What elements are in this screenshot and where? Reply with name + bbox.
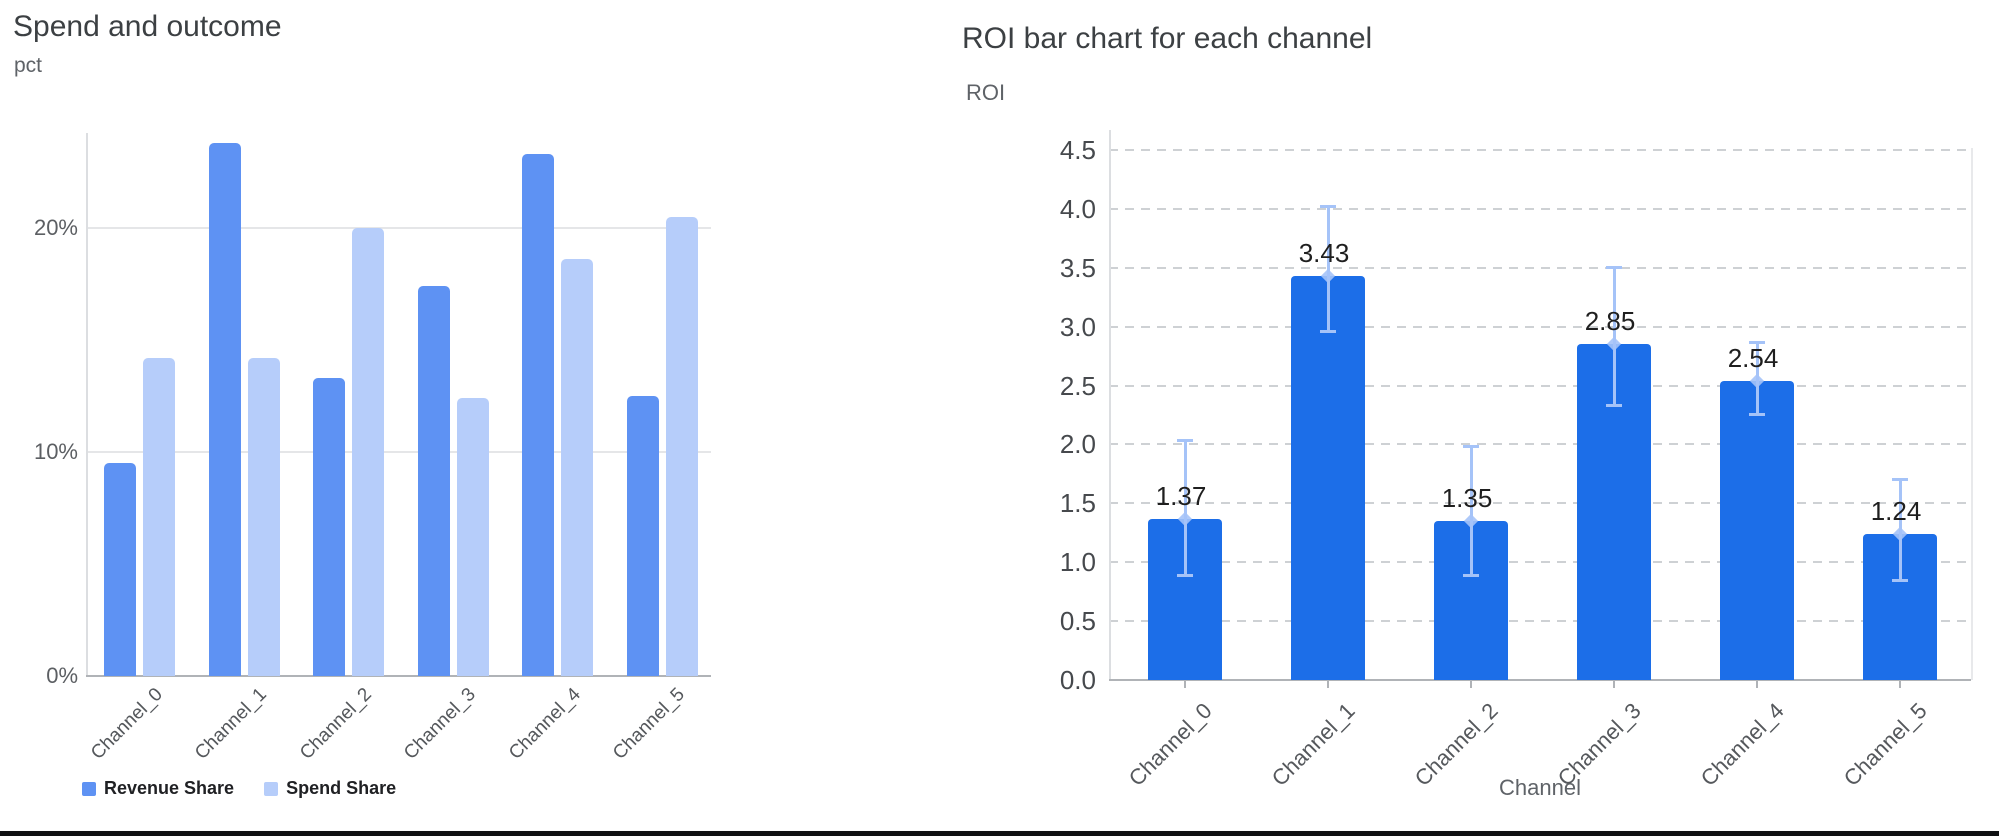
roi-value-label-channel_5: 1.24	[1870, 495, 1922, 526]
right-xtick-channel_2: Channel_2	[1409, 698, 1503, 791]
left-x-axis-baseline	[86, 675, 711, 677]
right-ytick-0.5: 0.5	[1059, 606, 1096, 637]
left-chart-legend: Revenue Share Spend Share	[82, 778, 396, 799]
right-xtick-mark-channel_2	[1470, 680, 1472, 688]
left-ytick-0%: 0%	[46, 663, 78, 688]
right-gridline-0.5	[1109, 620, 1971, 623]
right-gridline-1.0	[1109, 561, 1971, 564]
right-xtick-mark-channel_0	[1184, 680, 1186, 688]
roi-value-label-channel_3: 2.85	[1584, 306, 1636, 337]
roi-value-label-channel_1: 3.43	[1298, 237, 1350, 268]
right-chart-x-axis-label: Channel	[1499, 775, 1581, 800]
window-bottom-edge	[0, 831, 1999, 836]
bar-spend-share-channel_3[interactable]	[456, 398, 489, 676]
right-xtick-mark-channel_5	[1899, 680, 1901, 688]
legend-label-revenue-share: Revenue Share	[104, 778, 235, 798]
right-gridline-3.0	[1109, 325, 1971, 328]
error-bar-top-cap-channel_3	[1606, 265, 1622, 269]
right-ytick-4.5: 4.5	[1059, 134, 1096, 165]
right-xtick-channel_5: Channel_5	[1838, 698, 1932, 791]
left-ytick-10%: 10%	[33, 439, 78, 464]
left-gridline-10%	[86, 451, 711, 453]
bar-revenue-share-channel_0[interactable]	[104, 463, 136, 676]
bar-revenue-share-channel_5[interactable]	[626, 396, 659, 676]
bar-revenue-share-channel_2[interactable]	[313, 378, 345, 676]
right-ytick-3.0: 3.0	[1059, 311, 1096, 342]
error-bar-top-cap-channel_0	[1177, 438, 1193, 442]
left-y-axis-line	[86, 133, 88, 676]
error-bar-line-channel_0	[1183, 439, 1187, 577]
right-plot-right-border	[1971, 147, 1973, 680]
bar-spend-share-channel_5[interactable]	[665, 216, 698, 676]
right-chart-y-axis-label: ROI	[966, 80, 1006, 105]
spend-share-swatch-icon	[264, 781, 279, 796]
error-bar-bottom-cap-channel_3	[1606, 403, 1622, 407]
left-chart-y-unit-label: pct	[14, 54, 43, 77]
right-ytick-1.0: 1.0	[1059, 547, 1096, 578]
right-ytick-3.5: 3.5	[1059, 252, 1096, 283]
roi-value-label-channel_2: 1.35	[1441, 482, 1493, 513]
bar-roi-channel_1[interactable]	[1291, 275, 1365, 680]
right-xtick-channel_1: Channel_1	[1266, 698, 1360, 791]
right-ytick-4.0: 4.0	[1059, 193, 1096, 224]
right-gridline-4.0	[1109, 207, 1971, 210]
error-bar-line-channel_2	[1469, 445, 1473, 577]
revenue-share-swatch-icon	[82, 781, 96, 796]
left-gridline-20%	[86, 227, 711, 229]
bar-revenue-share-channel_3[interactable]	[417, 286, 450, 676]
right-xtick-mark-channel_3	[1613, 680, 1615, 688]
bar-spend-share-channel_4[interactable]	[561, 259, 593, 676]
bar-spend-share-channel_2[interactable]	[352, 228, 384, 676]
right-ytick-2.0: 2.0	[1059, 429, 1096, 460]
legend-item-spend-share[interactable]: Spend Share	[264, 778, 396, 799]
error-bar-line-channel_3	[1612, 266, 1616, 406]
right-gridline-2.0	[1109, 443, 1971, 446]
right-ytick-2.5: 2.5	[1059, 370, 1096, 401]
error-bar-bottom-cap-channel_2	[1463, 574, 1479, 578]
roi-value-label-channel_4: 2.54	[1727, 342, 1779, 373]
bar-revenue-share-channel_4[interactable]	[522, 154, 554, 676]
right-xtick-mark-channel_4	[1756, 680, 1758, 688]
right-gridline-4.5	[1109, 148, 1971, 151]
left-chart-title: Spend and outcome	[13, 10, 282, 43]
right-xtick-channel_3: Channel_3	[1552, 698, 1646, 791]
right-y-axis-line	[1109, 130, 1111, 680]
roi-value-label-channel_0: 1.37	[1155, 480, 1207, 511]
bar-spend-share-channel_1[interactable]	[247, 357, 280, 676]
bar-revenue-share-channel_1[interactable]	[208, 142, 241, 676]
right-gridline-3.5	[1109, 266, 1971, 269]
error-bar-bottom-cap-channel_4	[1749, 412, 1765, 416]
right-x-axis-baseline	[1109, 679, 1971, 681]
right-gridline-2.5	[1109, 384, 1971, 387]
bar-spend-share-channel_0[interactable]	[143, 357, 175, 676]
error-bar-top-cap-channel_2	[1463, 444, 1479, 448]
error-bar-bottom-cap-channel_0	[1177, 574, 1193, 578]
right-xtick-mark-channel_1	[1327, 680, 1329, 688]
left-ytick-20%: 20%	[33, 215, 78, 240]
bar-roi-channel_4[interactable]	[1720, 380, 1794, 680]
error-bar-bottom-cap-channel_5	[1892, 579, 1908, 583]
right-ytick-0.0: 0.0	[1059, 665, 1096, 695]
right-chart-title: ROI bar chart for each channel	[962, 22, 1373, 55]
right-gridline-1.5	[1109, 502, 1971, 505]
legend-item-revenue-share[interactable]: Revenue Share	[82, 778, 234, 799]
right-xtick-channel_0: Channel_0	[1123, 698, 1217, 791]
left-xtick-channel_5: Channel_5	[609, 684, 689, 764]
error-bar-top-cap-channel_5	[1892, 477, 1908, 481]
right-ytick-1.5: 1.5	[1059, 488, 1096, 519]
error-bar-top-cap-channel_1	[1320, 205, 1336, 209]
legend-label-spend-share: Spend Share	[286, 778, 397, 798]
left-xtick-channel_4: Channel_4	[504, 684, 585, 764]
right-xtick-channel_4: Channel_4	[1695, 698, 1789, 791]
error-bar-bottom-cap-channel_1	[1320, 330, 1336, 334]
error-bar-top-cap-channel_4	[1749, 340, 1765, 344]
